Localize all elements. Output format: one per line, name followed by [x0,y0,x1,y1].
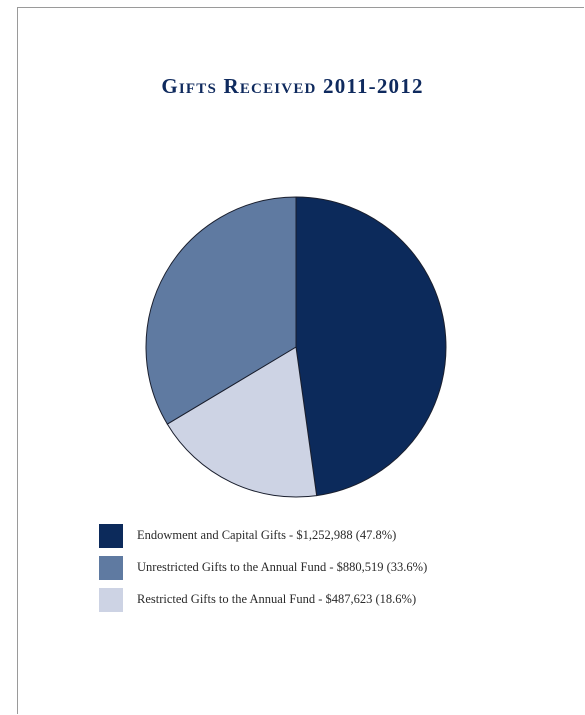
legend-label-restricted: Restricted Gifts to the Annual Fund - $4… [137,592,417,606]
pie-slice-1 [166,346,318,498]
legend-label-unrestricted: Unrestricted Gifts to the Annual Fund - … [137,560,428,574]
legend-label-endowment: Endowment and Capital Gifts - $1,252,988… [137,528,397,542]
pie-slice-2 [145,196,297,425]
legend-item-restricted: Restricted Gifts to the Annual Fund - $4… [99,587,427,612]
legend-item-endowment: Endowment and Capital Gifts - $1,252,988… [99,523,427,548]
legend-swatch-unrestricted [99,555,123,580]
legend-swatch-restricted [99,587,123,612]
legend-item-unrestricted: Unrestricted Gifts to the Annual Fund - … [99,555,427,580]
chart-title: Gifts Received 2011-2012 [161,74,424,98]
page-frame [17,7,584,714]
legend: Endowment and Capital Gifts - $1,252,988… [99,523,427,619]
pie-slice-0 [295,196,447,497]
legend-swatch-endowment [99,523,123,548]
